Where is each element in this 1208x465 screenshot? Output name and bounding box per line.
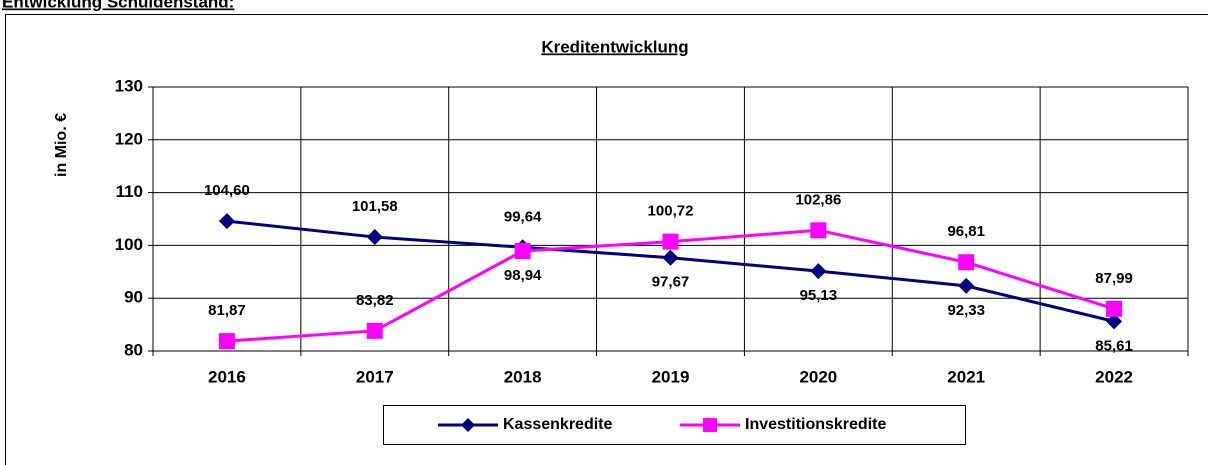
y-tick-label: 100: [115, 235, 143, 254]
x-tick-label: 2022: [1095, 367, 1133, 386]
marker: [958, 254, 975, 271]
marker: [218, 333, 235, 350]
marker: [810, 222, 827, 239]
x-tick-label: 2017: [356, 367, 394, 386]
data-label: 85,61: [1095, 337, 1133, 354]
x-tick-label: 2019: [652, 367, 690, 386]
data-label: 101,58: [352, 198, 398, 215]
page-title: Entwicklung Schuldenstand:: [2, 0, 234, 11]
data-label: 87,99: [1095, 270, 1133, 287]
legend-label: Kassenkredite: [503, 416, 612, 433]
y-tick-label: 120: [115, 129, 143, 148]
y-axis-label: in Mio. €: [53, 113, 70, 177]
y-tick-label: 80: [124, 340, 143, 359]
marker: [366, 322, 383, 339]
marker: [662, 249, 679, 266]
marker: [810, 263, 827, 280]
marker: [1106, 313, 1123, 330]
data-label: 104,60: [204, 182, 250, 199]
data-label: 97,67: [652, 274, 690, 291]
data-label: 96,81: [947, 223, 985, 240]
marker: [514, 242, 531, 259]
data-label: 95,13: [800, 287, 838, 304]
y-tick-label: 130: [115, 76, 143, 95]
marker: [218, 213, 235, 230]
marker: [366, 229, 383, 246]
legend-marker: [461, 418, 475, 432]
x-tick-label: 2018: [504, 367, 542, 386]
y-tick-label: 90: [124, 288, 143, 307]
marker: [958, 277, 975, 294]
x-tick-label: 2020: [799, 367, 837, 386]
data-label: 102,86: [795, 191, 841, 208]
marker: [662, 233, 679, 250]
data-label: 99,64: [504, 208, 542, 225]
marker: [1106, 300, 1123, 317]
data-label: 83,82: [356, 292, 394, 309]
data-label: 100,72: [648, 203, 694, 220]
chart-frame: [5, 14, 1208, 465]
data-label: 98,94: [504, 267, 542, 284]
x-tick-label: 2021: [947, 367, 985, 386]
data-label: 92,33: [947, 302, 985, 319]
chart-title: Kreditentwicklung: [541, 37, 688, 56]
legend-marker: [703, 418, 717, 432]
x-tick-label: 2016: [208, 367, 246, 386]
y-tick-label: 110: [116, 182, 143, 201]
legend-label: Investitionskredite: [745, 416, 886, 433]
data-label: 81,87: [208, 302, 246, 319]
